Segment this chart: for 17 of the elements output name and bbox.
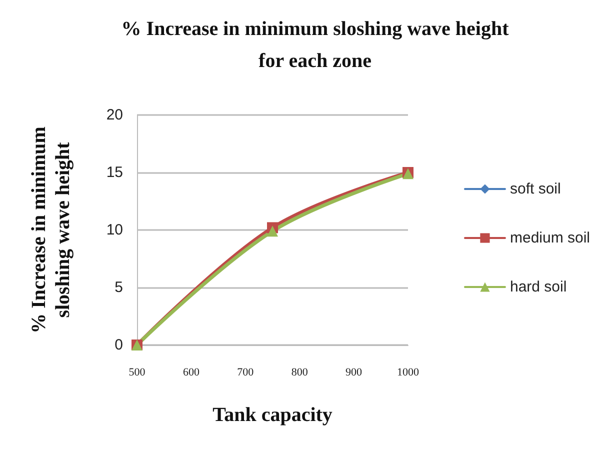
y-tick-label: 5 (114, 279, 123, 296)
legend-label: hard soil (510, 278, 567, 296)
chart-title: % Increase in minimum sloshing wave height for each zone (121, 18, 510, 72)
legend-label: soft soil (510, 180, 561, 198)
x-axis-title: Tank capacity (212, 404, 332, 426)
x-tick-label: 900 (346, 366, 363, 378)
x-tick-label: 500 (128, 366, 146, 378)
x-tick-label: 1000 (397, 366, 420, 378)
x-tick-label: 700 (237, 366, 254, 378)
y-tick-label: 0 (114, 336, 123, 354)
y-axis-title: % Increase in minimum sloshing wave height (28, 126, 74, 334)
y-tick-label: 15 (106, 164, 123, 181)
y-tick-label: 20 (106, 106, 123, 124)
legend-label: medium soil (510, 230, 590, 246)
y-tick-label: 10 (106, 222, 123, 238)
x-tick-label: 800 (291, 366, 308, 378)
x-tick-label: 600 (182, 366, 200, 378)
